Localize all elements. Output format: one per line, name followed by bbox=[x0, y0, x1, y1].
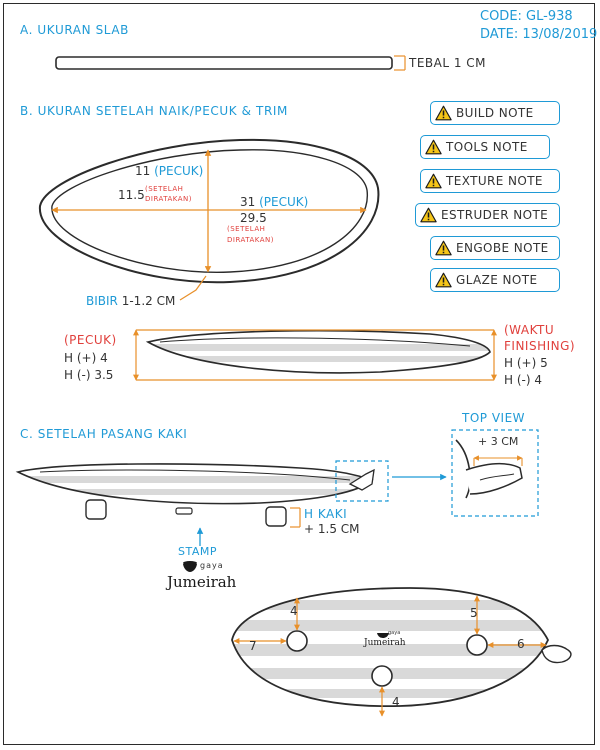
glaze-note-label: GLAZE NOTE bbox=[456, 273, 538, 287]
width-pecuk-number: 11 bbox=[135, 164, 151, 178]
length-flat-value: 29.5 bbox=[240, 211, 267, 225]
foot-middle bbox=[175, 507, 193, 515]
logo-jumeirah-text: Jumeirah bbox=[167, 573, 237, 591]
slab-thickness-label: TEBAL 1 CM bbox=[409, 56, 487, 70]
plate-dimension-lines bbox=[51, 149, 367, 301]
logo-gaya-text: gaya bbox=[200, 561, 224, 570]
estruder-note-button[interactable]: ESTRUDER NOTE bbox=[415, 203, 560, 227]
height-finishing-label-1: (WAKTU bbox=[504, 323, 555, 337]
dim-bottom-value: 4 bbox=[392, 695, 400, 709]
height-pecuk-minus: H (-) 3.5 bbox=[64, 368, 114, 382]
width-setelah-note: (SETELAH bbox=[145, 185, 184, 193]
warning-triangle-icon bbox=[435, 240, 452, 256]
rim-label: BIBIR 1-1.2 CM bbox=[86, 294, 176, 308]
foot-height-label: H KAKI bbox=[304, 507, 348, 521]
foot-position-left bbox=[286, 630, 308, 652]
bottom-logo-jumeirah: Jumeirah bbox=[364, 638, 406, 648]
build-note-label: BUILD NOTE bbox=[456, 106, 534, 120]
engobe-note-button[interactable]: ENGOBE NOTE bbox=[430, 236, 560, 260]
foot-left bbox=[85, 499, 107, 520]
section-c-title: C. SETELAH PASANG KAKI bbox=[20, 427, 188, 441]
length-pecuk-tag: (PECUK) bbox=[259, 195, 309, 209]
warning-triangle-icon bbox=[435, 105, 452, 121]
texture-note-button[interactable]: TEXTURE NOTE bbox=[420, 169, 560, 193]
plate-bottom-view bbox=[231, 587, 572, 717]
dim-top-right-value: 5 bbox=[470, 606, 478, 620]
section-a-title: A. UKURAN SLAB bbox=[20, 23, 130, 37]
slab-drawing bbox=[55, 55, 406, 71]
estruder-note-label: ESTRUDER NOTE bbox=[441, 208, 549, 222]
top-view-dimension: + 3 CM bbox=[478, 435, 519, 448]
foot-right bbox=[265, 506, 287, 527]
engobe-note-label: ENGOBE NOTE bbox=[456, 241, 549, 255]
width-pecuk-value: 11 (PECUK) bbox=[135, 165, 203, 177]
tools-note-button[interactable]: TOOLS NOTE bbox=[420, 135, 550, 159]
stamp-label: STAMP bbox=[178, 545, 217, 558]
length-pecuk-number: 31 bbox=[240, 195, 256, 209]
date-label: DATE: 13/08/2019 bbox=[480, 27, 598, 42]
height-pecuk-label: (PECUK) bbox=[64, 333, 117, 347]
gaya-logo-mark bbox=[183, 561, 197, 572]
plate-side-profile bbox=[133, 329, 497, 381]
foot-position-bottom bbox=[371, 665, 393, 687]
height-finishing-plus: H (+) 5 bbox=[504, 356, 548, 370]
warning-triangle-icon bbox=[425, 173, 442, 189]
top-view-detail bbox=[451, 429, 539, 517]
warning-triangle-icon bbox=[420, 207, 437, 223]
dim-top-left-value: 4 bbox=[290, 604, 298, 618]
length-diratakan-note: DIRATAKAN) bbox=[227, 236, 275, 244]
foot-height-value: + 1.5 CM bbox=[304, 522, 360, 536]
warning-triangle-icon bbox=[425, 139, 442, 155]
length-setelah-note: (SETELAH bbox=[227, 225, 266, 233]
texture-note-label: TEXTURE NOTE bbox=[446, 174, 543, 188]
glaze-note-button[interactable]: GLAZE NOTE bbox=[430, 268, 560, 292]
width-flat-value: 11.5 bbox=[118, 188, 145, 202]
height-finishing-label-2: FINISHING) bbox=[504, 339, 576, 353]
foot-position-right bbox=[466, 634, 488, 656]
page-border bbox=[3, 3, 595, 745]
section-b-title: B. UKURAN SETELAH NAIK/PECUK & TRIM bbox=[20, 104, 288, 118]
height-pecuk-plus: H (+) 4 bbox=[64, 351, 108, 365]
width-diratakan-note: DIRATAKAN) bbox=[145, 195, 193, 203]
bottom-logo-gaya: gaya bbox=[388, 630, 401, 636]
tools-note-label: TOOLS NOTE bbox=[446, 140, 528, 154]
height-finishing-minus: H (-) 4 bbox=[504, 373, 542, 387]
plate-with-feet bbox=[15, 460, 447, 546]
dim-right-value: 6 bbox=[517, 637, 525, 651]
top-view-label: TOP VIEW bbox=[462, 411, 526, 425]
dim-left-value: 7 bbox=[249, 639, 257, 653]
plate-top-outline bbox=[38, 138, 380, 284]
width-pecuk-tag: (PECUK) bbox=[154, 164, 204, 178]
build-note-button[interactable]: BUILD NOTE bbox=[430, 101, 560, 125]
warning-triangle-icon bbox=[435, 272, 452, 288]
length-pecuk-value: 31 (PECUK) bbox=[240, 196, 308, 208]
product-code: CODE: GL-938 bbox=[480, 9, 573, 24]
